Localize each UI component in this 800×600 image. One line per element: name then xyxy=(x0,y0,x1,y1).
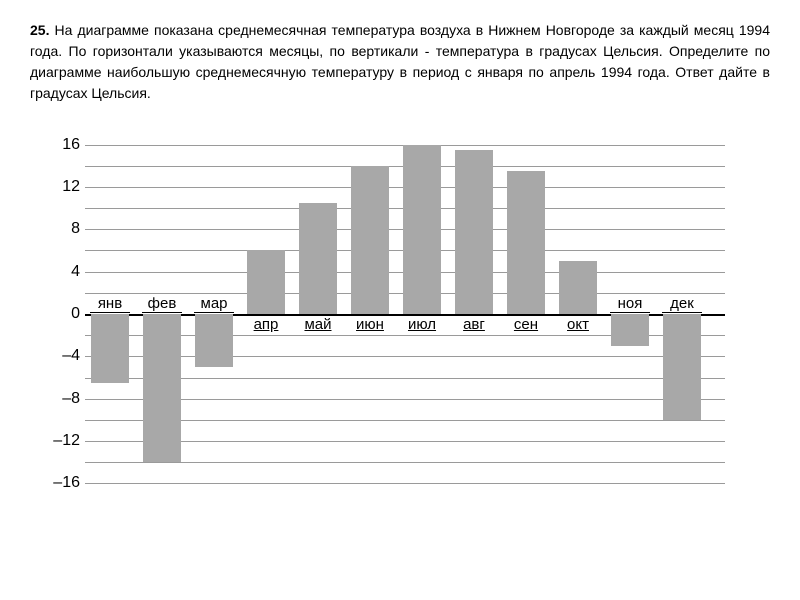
bar xyxy=(91,314,129,383)
gridline xyxy=(85,399,725,400)
y-axis-label: 16 xyxy=(40,136,80,154)
y-axis-label: 12 xyxy=(40,178,80,196)
bar xyxy=(507,171,545,314)
y-axis-label: –8 xyxy=(40,390,80,408)
problem-number: 25. xyxy=(30,22,49,38)
bar xyxy=(195,314,233,367)
bar xyxy=(247,250,285,314)
x-axis-label: авг xyxy=(454,316,494,333)
x-axis-label: дек xyxy=(662,295,702,313)
bar xyxy=(455,150,493,314)
y-axis-label: 0 xyxy=(40,305,80,323)
y-axis-label: –4 xyxy=(40,347,80,365)
gridline xyxy=(85,483,725,484)
problem-text: 25. На диаграмме показана среднемесячная… xyxy=(30,20,770,104)
y-axis-label: 4 xyxy=(40,263,80,281)
x-axis-label: апр xyxy=(246,316,286,333)
x-axis-label: июн xyxy=(350,316,390,333)
gridline-minor xyxy=(85,420,725,421)
gridline xyxy=(85,441,725,442)
gridline xyxy=(85,356,725,357)
x-axis-label: май xyxy=(298,316,338,333)
bar xyxy=(299,203,337,314)
x-axis-label: сен xyxy=(506,316,546,333)
temperature-chart: янвфевмарапрмайиюниюлавгсеноктноядек –16… xyxy=(40,134,740,494)
problem-body: На диаграмме показана среднемесячная тем… xyxy=(30,22,770,101)
y-axis-label: 8 xyxy=(40,220,80,238)
y-axis-label: –16 xyxy=(40,474,80,492)
bar xyxy=(559,261,597,314)
bar xyxy=(143,314,181,462)
x-axis-label: янв xyxy=(90,295,130,313)
gridline-minor xyxy=(85,462,725,463)
bar xyxy=(663,314,701,420)
x-axis-label: ноя xyxy=(610,295,650,313)
bar xyxy=(611,314,649,346)
x-axis-label: мар xyxy=(194,295,234,313)
gridline-minor xyxy=(85,378,725,379)
bar xyxy=(403,145,441,314)
y-axis-label: –12 xyxy=(40,432,80,450)
bar xyxy=(351,166,389,314)
x-axis-label: окт xyxy=(558,316,598,333)
x-axis-label: июл xyxy=(402,316,442,333)
x-axis-label: фев xyxy=(142,295,182,313)
